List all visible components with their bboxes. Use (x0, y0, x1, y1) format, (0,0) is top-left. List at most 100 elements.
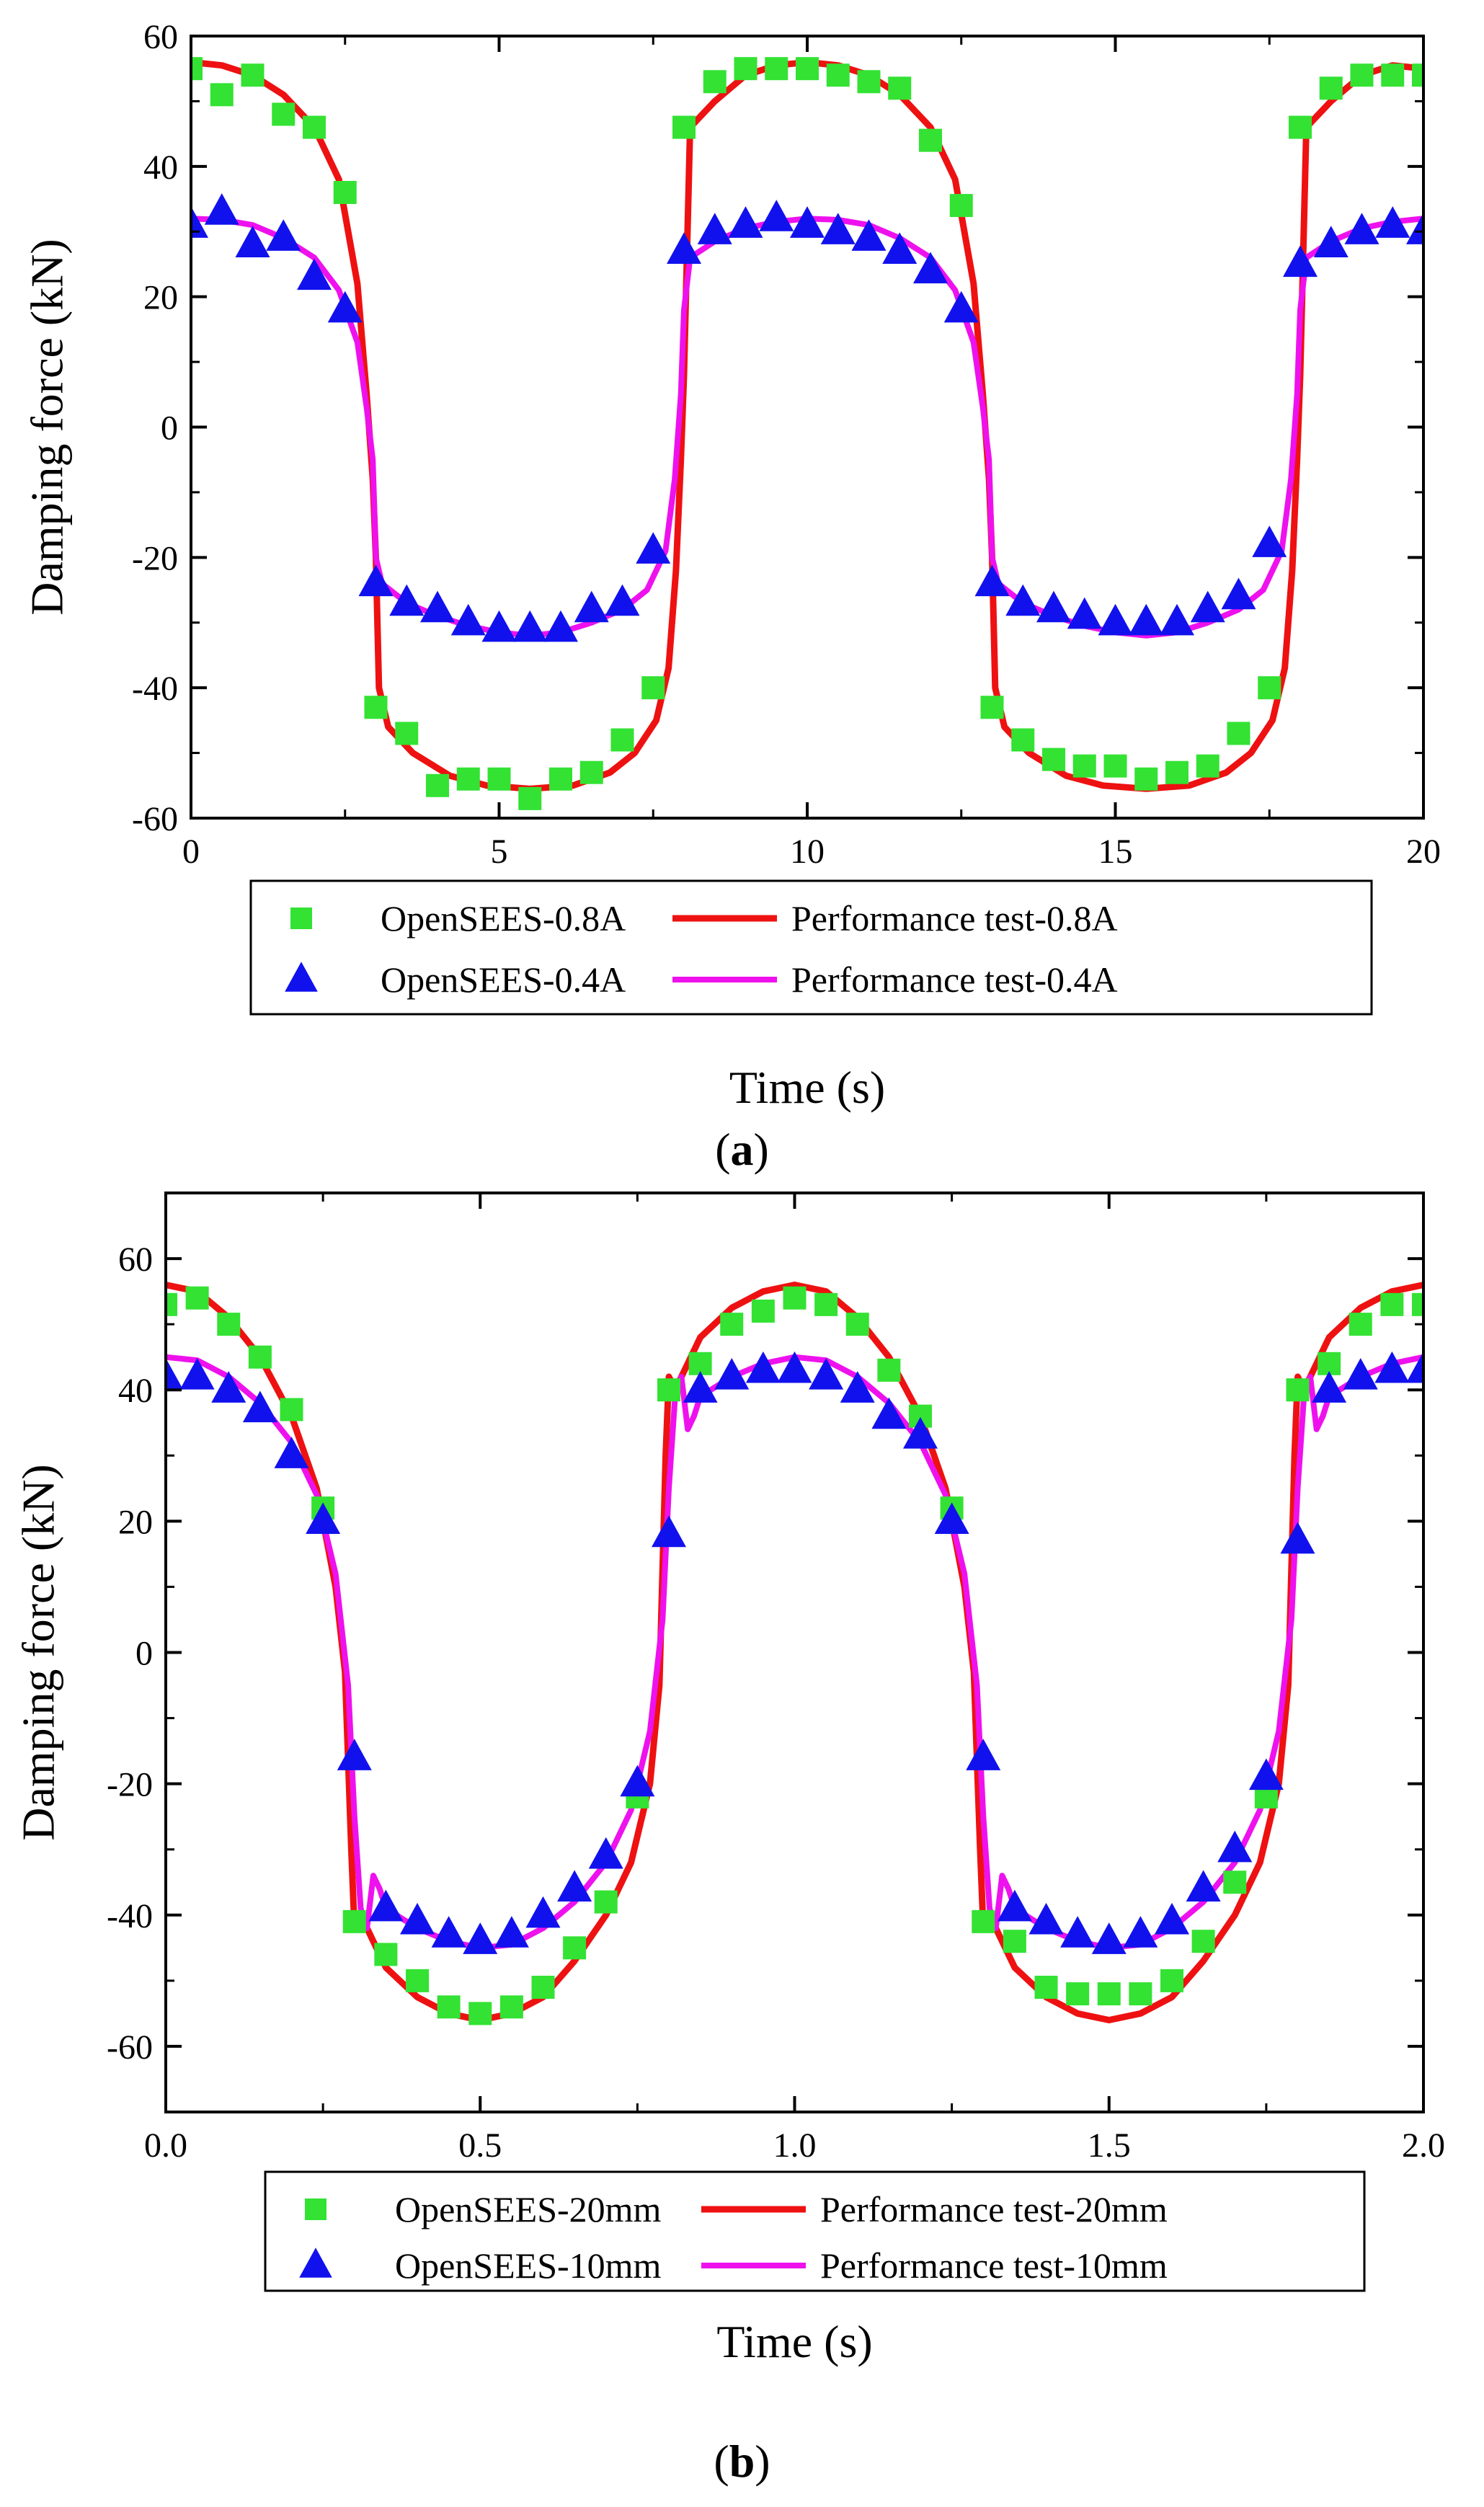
pb-data-point (406, 1969, 429, 1992)
pb-data-point (777, 1351, 812, 1383)
pb-data-point (903, 1416, 938, 1449)
pb-x-tick-label: 2.0 (1402, 2126, 1445, 2165)
pb-y-tick-label: 20 (118, 1503, 153, 1541)
chart-b: 0.0 0.5 1.0 1.5 2.0 -60 -40 -20 0 20 40 60 Damping f… (13, 1192, 1445, 2367)
pa-data-point (1190, 590, 1225, 623)
pb-data-point (845, 1313, 869, 1336)
pa-data-point (919, 128, 942, 152)
pa-data-point (1381, 63, 1405, 87)
pa-data-point (888, 76, 912, 100)
pb-data-point (814, 1292, 838, 1316)
pb-data-point (1160, 1969, 1183, 1992)
pa-data-point (204, 193, 239, 225)
pb-x-tick-label: 0.5 (458, 2126, 502, 2165)
pb-data-point (683, 1371, 718, 1403)
pa-y-tick-label: -20 (132, 539, 178, 577)
pa-x-tick-label: 10 (790, 833, 825, 871)
pa-y-tick-label: 60 (143, 18, 178, 56)
pb-data-point (751, 1299, 775, 1323)
pb-data-point (720, 1313, 744, 1336)
pb-data-point (1280, 1522, 1315, 1554)
pb-legend-label: Performance test-20mm (820, 2189, 1168, 2229)
pb-data-point (280, 1398, 303, 1421)
pb-data-point (1343, 1357, 1378, 1390)
pa-data-point (1412, 63, 1423, 87)
pb-data-point (1286, 1378, 1310, 1402)
pa-legend-label: Performance test-0.8A (791, 898, 1118, 939)
pa-data-point (728, 206, 763, 238)
pa-data-point (543, 610, 578, 642)
pa-data-point (512, 610, 548, 642)
pa-data-point (667, 232, 701, 265)
pb-legend-label: Performance test-10mm (820, 2245, 1168, 2286)
pb-y-tick-label: -60 (107, 2028, 153, 2067)
pb-legend-label: OpenSEES-10mm (395, 2245, 662, 2286)
pa-legend-marker (290, 908, 312, 929)
pa-legend-label: OpenSEES-0.4A (381, 959, 626, 1000)
pb-data-point (714, 1357, 750, 1390)
pa-data-point (851, 219, 887, 251)
pa-data-point (1165, 760, 1188, 784)
pa-data-point (574, 590, 609, 623)
pb-data-point (652, 1515, 686, 1548)
pa-data-point (636, 532, 671, 564)
pa-data-point (210, 83, 234, 107)
pa-data-point (481, 610, 517, 642)
pb-data-point (242, 1390, 277, 1423)
pa-data-point (266, 219, 301, 251)
pa-data-point (1258, 676, 1281, 700)
pa-data-point (426, 773, 449, 797)
pa-data-point (420, 590, 455, 623)
pa-data-point (826, 63, 850, 87)
pa-data-point (759, 200, 794, 231)
pa-data-point (820, 213, 856, 244)
panel-b-label: (b) (714, 2436, 770, 2487)
pb-data-point (563, 1936, 587, 1960)
pa-data-point (549, 767, 572, 791)
pb-x-axis-label: Time (s) (716, 2316, 872, 2367)
pb-data-point (1312, 1371, 1347, 1403)
pb-data-point (745, 1351, 781, 1383)
pb-data-point (1380, 1292, 1404, 1316)
pb-plot-area (166, 1282, 1423, 2025)
pb-data-point (557, 1870, 592, 1902)
pa-data-point (1098, 603, 1133, 636)
pa-data-point (1319, 76, 1343, 100)
pb-data-point (588, 1837, 623, 1869)
pb-data-point (1223, 1871, 1247, 1894)
panel-a-label: (a) (715, 1124, 769, 1175)
pa-data-point (1036, 590, 1071, 623)
pa-data-point (913, 252, 948, 284)
pa-data-point (303, 115, 326, 139)
pb-data-point (166, 1292, 177, 1316)
pa-data-point (1252, 525, 1287, 557)
pa-data-point (1011, 728, 1035, 752)
pa-data-point (1072, 754, 1096, 778)
pb-data-point (1374, 1351, 1410, 1383)
pa-data-point (1313, 226, 1349, 257)
pb-data-point (368, 1889, 404, 1922)
pb-data-point (1412, 1292, 1423, 1316)
pb-y-tick-label: 0 (135, 1635, 153, 1673)
pb-data-point (997, 1889, 1032, 1922)
pa-plot-area (191, 57, 1423, 810)
pb-data-point (1129, 1982, 1152, 2006)
pb-legend-label: OpenSEES-20mm (395, 2189, 662, 2229)
pa-data-point (949, 194, 973, 218)
pa-data-point (191, 206, 208, 238)
pa-data-point (1103, 754, 1127, 778)
pb-data-point (1028, 1902, 1064, 1935)
pb-data-point (468, 2002, 492, 2025)
pb-data-point (1003, 1930, 1026, 1953)
pb-legend-box (264, 2170, 1366, 2292)
pb-y-tick-label: 40 (118, 1372, 153, 1410)
pa-data-point (389, 584, 425, 616)
pb-data-point (1091, 1922, 1127, 1954)
pa-data-point (1005, 584, 1041, 616)
pb-data-point (306, 1502, 341, 1534)
pa-legend-label: Performance test-0.4A (791, 959, 1118, 1000)
pa-data-point (395, 722, 419, 745)
pb-data-point (1097, 1982, 1121, 2006)
pa-data-point (1196, 754, 1219, 778)
pa-data-point (882, 232, 917, 265)
